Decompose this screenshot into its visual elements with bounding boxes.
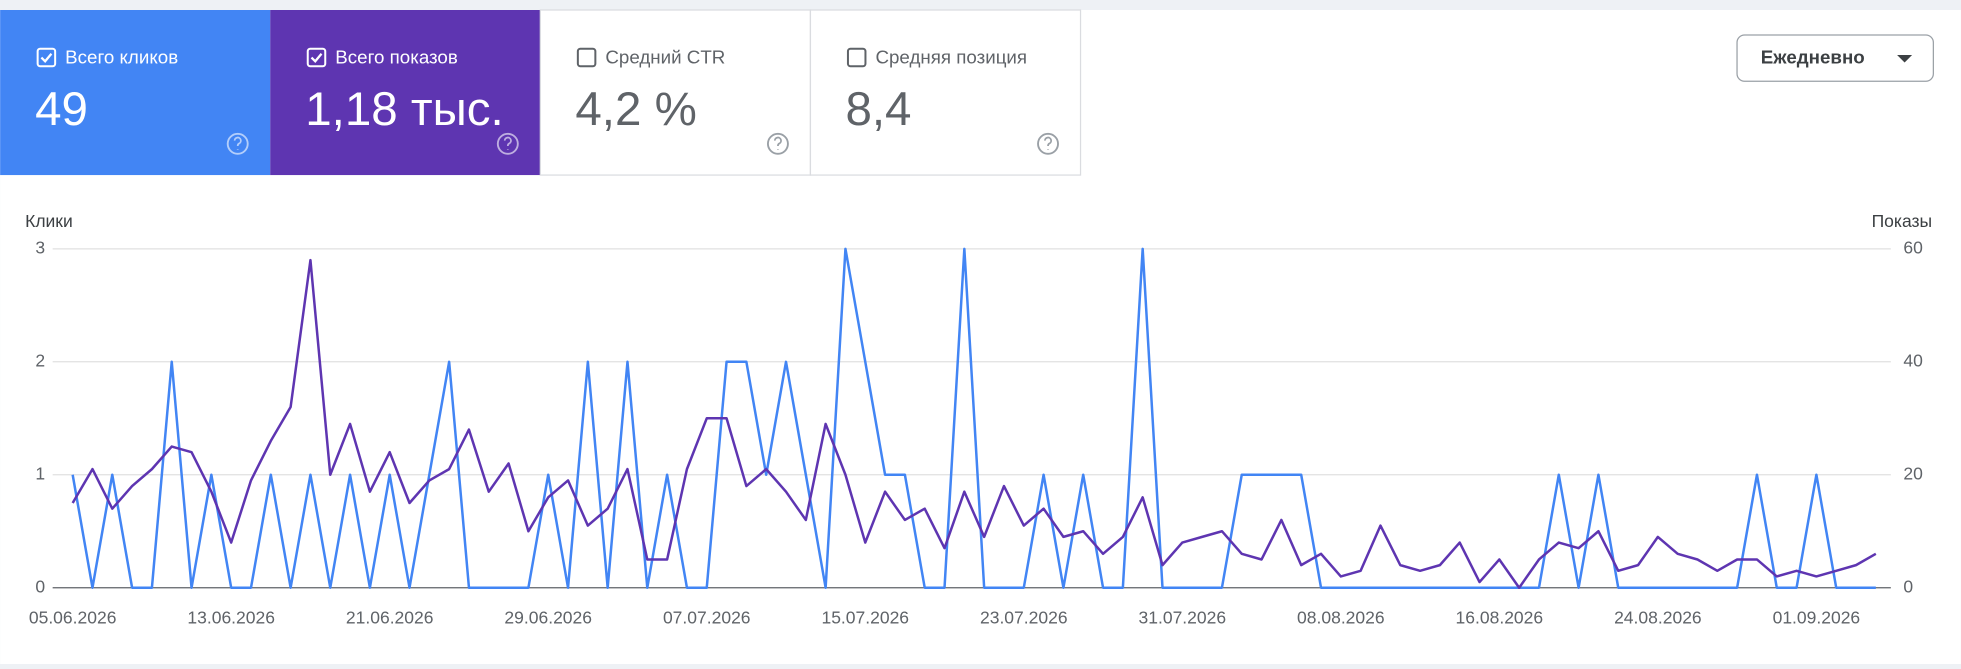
- tile-bg[interactable]: [0, 10, 271, 176]
- checkbox[interactable]: [846, 47, 867, 68]
- metric-value: 8,4: [845, 83, 911, 136]
- checkbox[interactable]: [36, 47, 57, 68]
- y-tick-label: 2: [35, 350, 45, 370]
- checkmark: [40, 53, 53, 63]
- tile-bg[interactable]: [809, 9, 1082, 176]
- y2-tick-label: 40: [1903, 350, 1923, 370]
- tile-bg[interactable]: [539, 9, 812, 176]
- x-tick-label: 23.07.2026: [980, 608, 1068, 628]
- x-tick-label: 16.08.2026: [1456, 608, 1544, 628]
- checkbox[interactable]: [306, 47, 327, 68]
- x-tick-label: 08.08.2026: [1297, 608, 1385, 628]
- help-icon[interactable]: [1037, 132, 1059, 155]
- y2-axis-label: Показы: [1872, 211, 1933, 231]
- metric-label: Всего показов: [335, 47, 458, 68]
- checkmark: [310, 53, 323, 63]
- x-tick-label: 13.06.2026: [187, 608, 275, 628]
- checkbox[interactable]: [576, 47, 597, 68]
- y-tick-label: 1: [35, 463, 45, 483]
- x-tick-label: 24.08.2026: [1614, 608, 1702, 628]
- metric-tile[interactable]: Средний CTR 4,2 %: [539, 9, 812, 176]
- metric-value: 49: [35, 83, 88, 136]
- x-tick-label: 21.06.2026: [346, 608, 434, 628]
- tile-bg[interactable]: [270, 10, 541, 176]
- help-icon[interactable]: [226, 132, 249, 155]
- x-tick-label: 01.09.2026: [1773, 608, 1861, 628]
- y2-tick-label: 20: [1903, 463, 1923, 483]
- x-tick-label: 15.07.2026: [821, 608, 909, 628]
- dropdown-arrow: [1897, 55, 1913, 63]
- series-line: [71, 258, 1877, 589]
- help-glyph: [773, 136, 782, 151]
- x-tick-label: 05.06.2026: [29, 608, 117, 628]
- series-line: [71, 247, 1876, 589]
- metric-value: 4,2 %: [575, 83, 696, 136]
- metric-label: Средний CTR: [605, 47, 725, 68]
- x-tick-label: 29.06.2026: [504, 608, 592, 628]
- metric-tile[interactable]: Всего показов 1,18 тыс.: [270, 10, 541, 176]
- x-tick-label: 07.07.2026: [663, 608, 751, 628]
- metric-label: Средняя позиция: [875, 47, 1027, 68]
- y2-tick-label: 60: [1903, 237, 1923, 257]
- y2-tick-label: 0: [1903, 576, 1913, 596]
- y-tick-label: 3: [35, 237, 45, 257]
- y-axis-label: Клики: [25, 211, 73, 231]
- dropdown-box[interactable]: [1736, 34, 1934, 82]
- metric-tile[interactable]: Средняя позиция 8,4: [809, 9, 1082, 176]
- help-glyph: [233, 136, 242, 151]
- x-tick-label: 31.07.2026: [1139, 608, 1227, 628]
- help-glyph: [503, 136, 512, 151]
- help-icon[interactable]: [766, 132, 789, 155]
- metric-tile[interactable]: Всего кликов 49: [0, 10, 271, 176]
- period-dropdown[interactable]: Ежедневно: [1736, 34, 1934, 82]
- help-icon[interactable]: [496, 132, 519, 155]
- dropdown-label[interactable]: Ежедневно: [1761, 47, 1865, 68]
- y-tick-label: 0: [35, 576, 45, 596]
- metric-label: Всего кликов: [65, 47, 178, 68]
- help-glyph: [1044, 136, 1052, 151]
- metric-value: 1,18 тыс.: [305, 83, 504, 136]
